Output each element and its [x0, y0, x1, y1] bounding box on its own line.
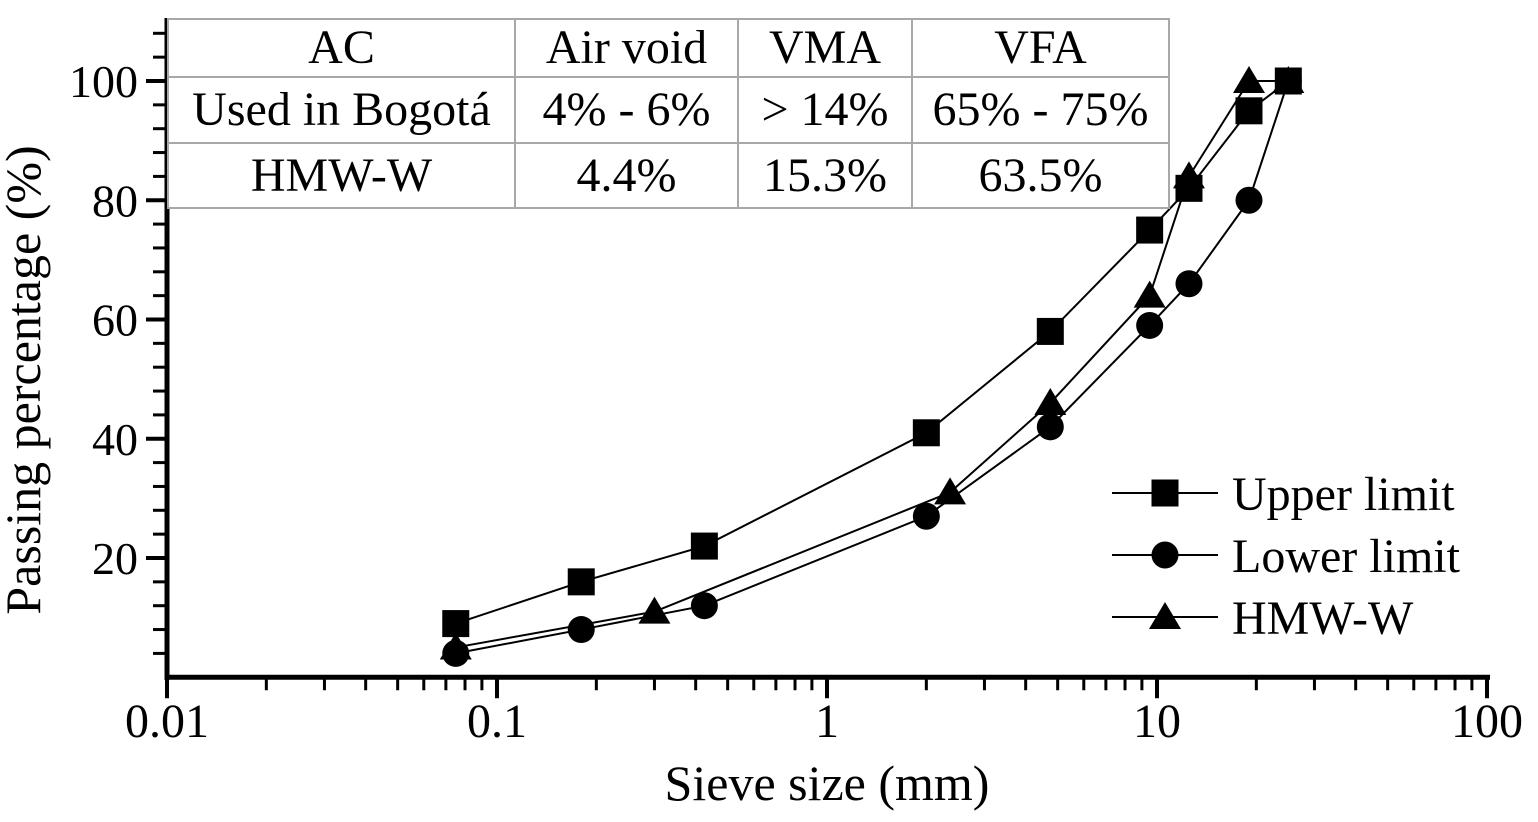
column-header-air-void: Air void — [514, 18, 739, 78]
circle-marker — [567, 616, 595, 644]
legend-item: Upper limit — [1112, 468, 1455, 521]
triangle-marker — [1172, 161, 1205, 189]
y-axis: 20 40 60 80 100 — [69, 18, 170, 680]
triangle-marker — [439, 632, 472, 660]
cell-vfa-hmww: 63.5% — [911, 142, 1170, 209]
column-header-ac: AC — [167, 18, 516, 78]
x-tick-label: 0.01 — [125, 695, 209, 748]
legend-label: Lower limit — [1232, 530, 1461, 583]
square-marker — [690, 532, 718, 560]
square-marker — [912, 419, 940, 447]
cell-vfa-bogota: 65% - 75% — [911, 76, 1170, 144]
cell-airvoid-bogota: 4% - 6% — [514, 76, 739, 144]
table-header-row: AC Air void VMA VFA — [167, 18, 1170, 78]
x-axis-title: Sieve size (mm) — [665, 755, 990, 811]
square-marker — [1235, 97, 1263, 125]
series-line — [455, 80, 1289, 649]
mix-properties-table: AC Air void VMA VFA Used in Bogotá 4% - … — [167, 18, 1170, 209]
circle-marker — [1136, 311, 1164, 339]
cell-ac-bogota: Used in Bogotá — [167, 76, 516, 144]
circle-marker — [1175, 270, 1203, 298]
column-header-vfa: VFA — [911, 18, 1170, 78]
y-tick-label: 80 — [92, 175, 138, 226]
x-tick-label: 1 — [815, 695, 839, 748]
square-marker — [567, 568, 595, 596]
y-tick-label: 20 — [92, 533, 138, 584]
legend: Upper limit Lower limit HMW-W — [1112, 468, 1461, 645]
x-tick-label: 0.1 — [467, 695, 527, 748]
y-tick-label: 60 — [92, 295, 138, 346]
x-axis: 0.01 0.1 1 10 100 — [125, 674, 1523, 748]
circle-marker — [912, 502, 940, 530]
table-row: HMW-W 4.4% 15.3% 63.5% — [167, 142, 1170, 209]
square-marker — [1151, 479, 1179, 507]
triangle-marker — [1272, 66, 1305, 93]
y-tick-label: 40 — [92, 414, 138, 465]
square-marker — [1136, 216, 1164, 244]
triangle-marker — [934, 477, 967, 505]
x-tick-label: 10 — [1133, 695, 1181, 748]
column-header-vma: VMA — [737, 18, 913, 78]
cell-ac-hmww: HMW-W — [167, 142, 516, 209]
series-hmw-w — [439, 66, 1305, 660]
cell-vma-hmww: 15.3% — [737, 142, 913, 209]
legend-item: HMW-W — [1112, 592, 1414, 645]
x-tick-label: 100 — [1451, 695, 1523, 748]
triangle-marker — [638, 596, 671, 624]
y-tick-label: 100 — [69, 56, 138, 107]
circle-marker — [1036, 413, 1064, 441]
circle-marker — [1235, 186, 1263, 214]
legend-label: Upper limit — [1232, 468, 1455, 521]
legend-item: Lower limit — [1112, 530, 1461, 583]
square-marker — [1036, 317, 1064, 345]
triangle-marker — [1232, 66, 1265, 93]
y-axis-title: Passing percentage (%) — [0, 145, 51, 614]
triangle-marker — [1149, 602, 1181, 629]
triangle-marker — [1133, 280, 1166, 308]
circle-marker — [690, 592, 718, 620]
circle-marker — [1151, 541, 1179, 569]
legend-label: HMW-W — [1232, 592, 1414, 645]
table-row: Used in Bogotá 4% - 6% > 14% 65% - 75% — [167, 76, 1170, 144]
triangle-marker — [1034, 387, 1067, 415]
cell-airvoid-hmww: 4.4% — [514, 142, 739, 209]
cell-vma-bogota: > 14% — [737, 76, 913, 144]
